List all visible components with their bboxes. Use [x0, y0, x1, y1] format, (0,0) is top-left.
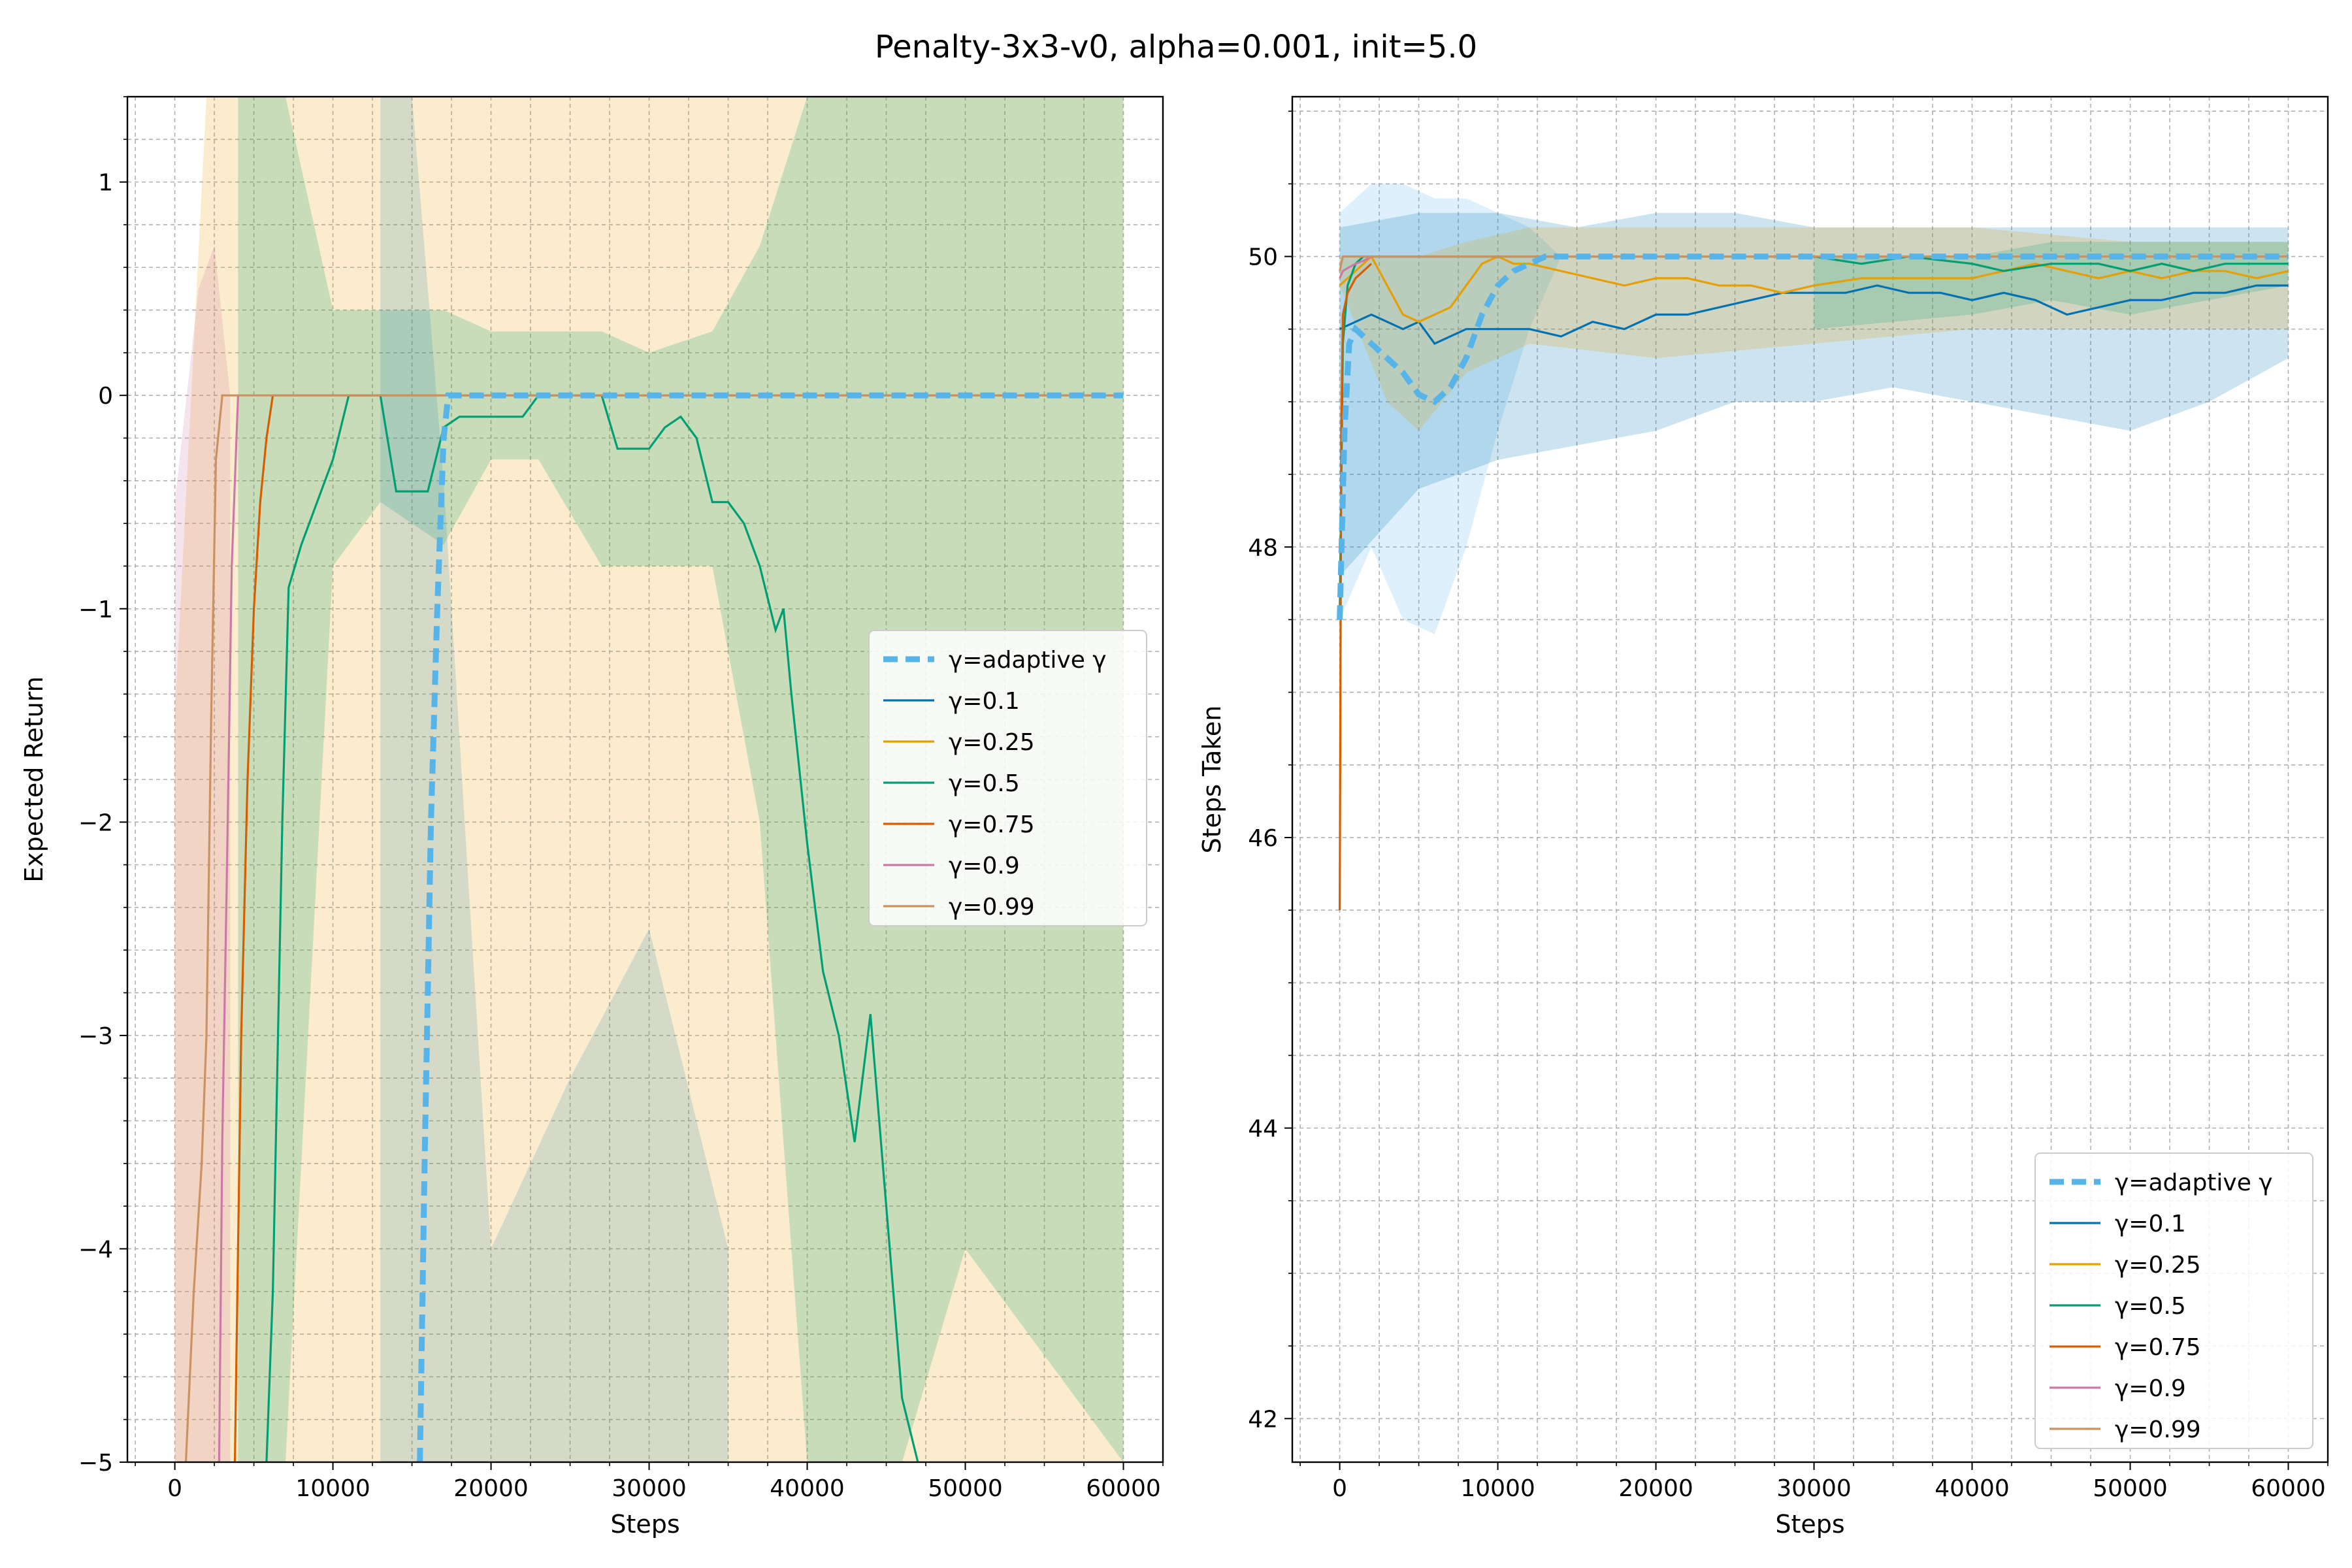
- legend-label: γ=0.25: [2115, 1252, 2201, 1279]
- series-line-g0.5: [265, 394, 919, 1462]
- x-tick-label: 50000: [928, 1475, 1003, 1502]
- series-line-g0.75: [233, 394, 1124, 1462]
- y-tick-label: 44: [1248, 1116, 1278, 1143]
- y-tick-label: −4: [78, 1236, 113, 1263]
- band-adaptive: [1339, 184, 2289, 634]
- series-line-g0.99: [184, 394, 1124, 1462]
- y-axis-label: Steps Taken: [1198, 706, 1226, 854]
- y-tick-label: 50: [1248, 244, 1278, 271]
- series-line-g0.25: [1339, 255, 2289, 323]
- x-tick-label: 40000: [770, 1475, 845, 1502]
- steps-taken-chart: 0 10000 20000 30000 40000 50000 60000 42 44 46 48 5…: [1198, 95, 2329, 1539]
- legend-label: γ=adaptive γ: [949, 647, 1107, 674]
- x-tick-label: 0: [1332, 1475, 1347, 1502]
- y-tick-label: 1: [98, 170, 113, 197]
- legend: γ=adaptive γ γ=0.1 γ=0.25 γ=0.5 γ=0.75 γ=0.9 γ…: [2034, 1152, 2313, 1449]
- expected-return-chart: 0 10000 20000 30000 40000 50000 60000 1 0 −1 −2 −3 −…: [20, 95, 1164, 1539]
- legend-label: γ=0.75: [949, 811, 1035, 838]
- figure-title: Penalty-3x3-v0, alpha=0.001, init=5.0: [875, 29, 1477, 65]
- series-line-g0.1: [1339, 284, 2289, 346]
- legend-label: γ=0.25: [949, 729, 1035, 756]
- band-g0.9: [174, 246, 231, 1462]
- y-tick-label: −3: [78, 1023, 113, 1050]
- x-tick-label: 40000: [1935, 1475, 2010, 1502]
- y-axis-label: Expected Return: [20, 676, 48, 882]
- band-g0.5: [1814, 242, 2289, 329]
- x-tick-label: 30000: [612, 1475, 687, 1502]
- x-tick-label: 30000: [1776, 1475, 1852, 1502]
- band-g0.25: [1339, 227, 2289, 431]
- legend-box: [868, 630, 1147, 926]
- y-tick-label: −1: [78, 596, 113, 623]
- legend-label: γ=0.9: [949, 853, 1020, 879]
- legend-label: γ=0.99: [2115, 1416, 2201, 1443]
- legend-label: γ=0.99: [949, 894, 1035, 921]
- y-tick-label: 0: [98, 383, 113, 410]
- band-g0.1: [380, 97, 728, 1462]
- legend-label: γ=0.9: [2115, 1375, 2186, 1402]
- x-tick-label: 10000: [295, 1475, 370, 1502]
- band-g0.1: [1339, 212, 2289, 576]
- legend-box: [2034, 1152, 2313, 1449]
- legend-label: γ=adaptive γ: [2115, 1169, 2273, 1196]
- series-line-adaptive: [1337, 253, 2289, 620]
- series-line-adaptive: [417, 392, 1124, 1462]
- y-tick-label: −2: [78, 809, 113, 836]
- x-axis-label: Steps: [1775, 1510, 1844, 1539]
- legend-label: γ=0.1: [949, 688, 1020, 715]
- legend-label: γ=0.5: [949, 770, 1020, 797]
- series-line-g0.9: [1339, 255, 1372, 279]
- legend-label: γ=0.5: [2115, 1293, 2186, 1320]
- y-tick-label: 42: [1248, 1406, 1278, 1433]
- y-tick-label: 48: [1248, 534, 1278, 561]
- plot-frame: [1291, 95, 2329, 1463]
- band-g0.25: [174, 97, 1124, 1462]
- legend-label: γ=0.75: [2115, 1334, 2201, 1361]
- series-line-g0.9: [218, 395, 239, 1462]
- series-line-g0.5: [1339, 255, 2289, 620]
- x-tick-label: 60000: [2251, 1475, 2326, 1502]
- series-line-g0.99: [1339, 255, 2289, 272]
- x-tick-label: 20000: [1618, 1475, 1693, 1502]
- x-tick-label: 50000: [2093, 1475, 2168, 1502]
- legend-label: γ=0.1: [2115, 1211, 2186, 1237]
- x-axis-label: Steps: [610, 1510, 679, 1539]
- x-tick-label: 10000: [1460, 1475, 1535, 1502]
- x-tick-label: 20000: [453, 1475, 529, 1502]
- band-g0.5: [238, 97, 1124, 1462]
- y-tick-label: −5: [78, 1450, 113, 1477]
- x-tick-label: 0: [167, 1475, 182, 1502]
- legend: γ=adaptive γ γ=0.1 γ=0.25 γ=0.5 γ=0.75 γ=0.9 γ…: [868, 630, 1147, 926]
- series-line-g0.75: [1339, 263, 1373, 911]
- y-tick-label: 46: [1248, 825, 1278, 852]
- x-tick-label: 60000: [1086, 1475, 1161, 1502]
